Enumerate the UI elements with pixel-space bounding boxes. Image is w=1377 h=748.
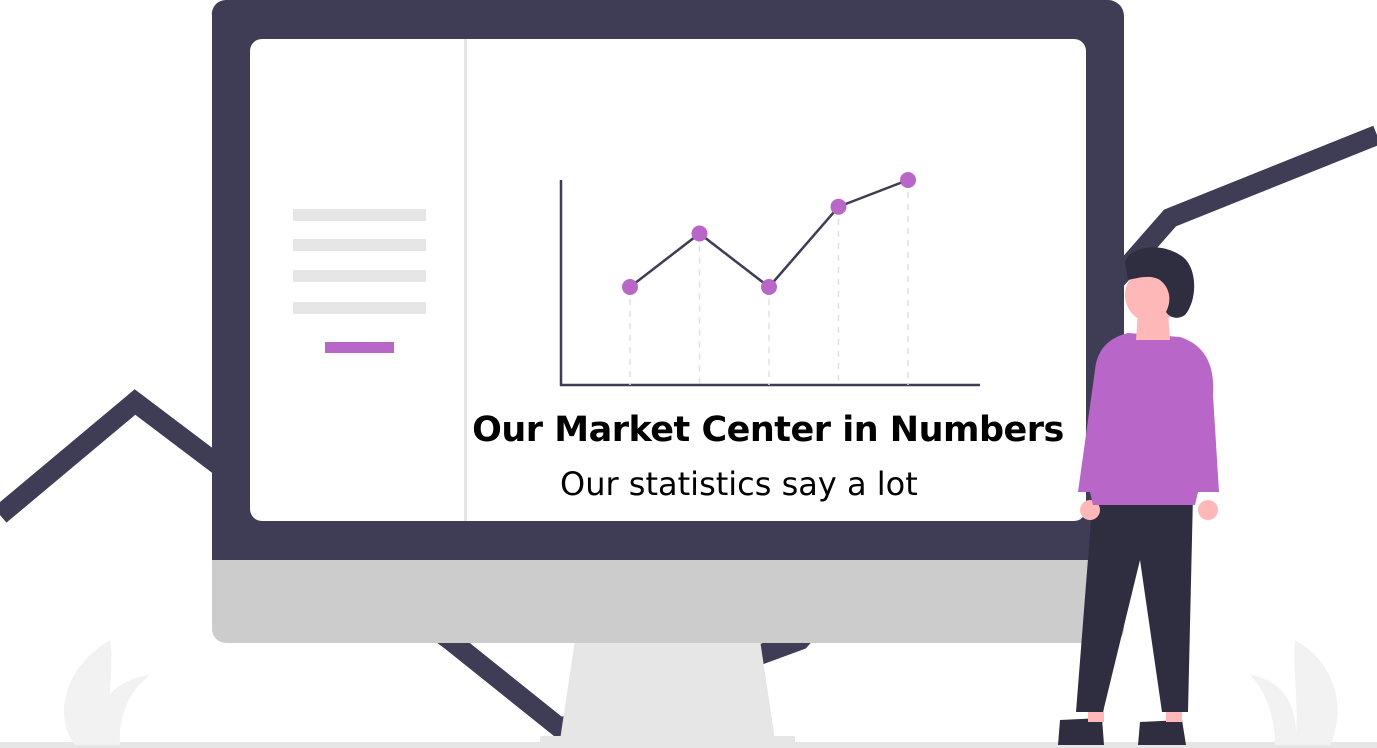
monitor-stand — [560, 640, 775, 740]
chart-point — [830, 198, 847, 215]
monitor-stand-base — [540, 736, 795, 744]
chart-point — [622, 279, 638, 295]
leaf-left-icon — [64, 640, 150, 745]
page-title: Our Market Center in Numbers — [472, 410, 1064, 450]
person-left-shoe — [1058, 718, 1104, 745]
sidebar-line — [293, 302, 426, 314]
person-right-shoe — [1138, 720, 1186, 745]
chart-point — [900, 172, 916, 188]
person-shirt — [1078, 333, 1219, 505]
chart-point — [691, 225, 708, 242]
sidebar-line — [293, 209, 426, 221]
background-trend-line — [0, 125, 1377, 740]
sidebar-accent-bar — [325, 342, 394, 353]
page-subtitle: Our statistics say a lot — [560, 465, 918, 503]
sidebar-line — [293, 239, 426, 251]
illustration-chart — [559, 172, 980, 387]
ground-line — [0, 742, 1377, 748]
leaf-right-icon — [1250, 640, 1338, 745]
monitor-screen — [250, 39, 1086, 521]
sidebar-line — [293, 270, 426, 282]
screen-sidebar-divider — [464, 39, 467, 521]
chart-point — [761, 279, 777, 295]
person-hair — [1125, 247, 1195, 318]
person-figure — [1058, 247, 1219, 745]
person-pants — [1076, 495, 1193, 712]
